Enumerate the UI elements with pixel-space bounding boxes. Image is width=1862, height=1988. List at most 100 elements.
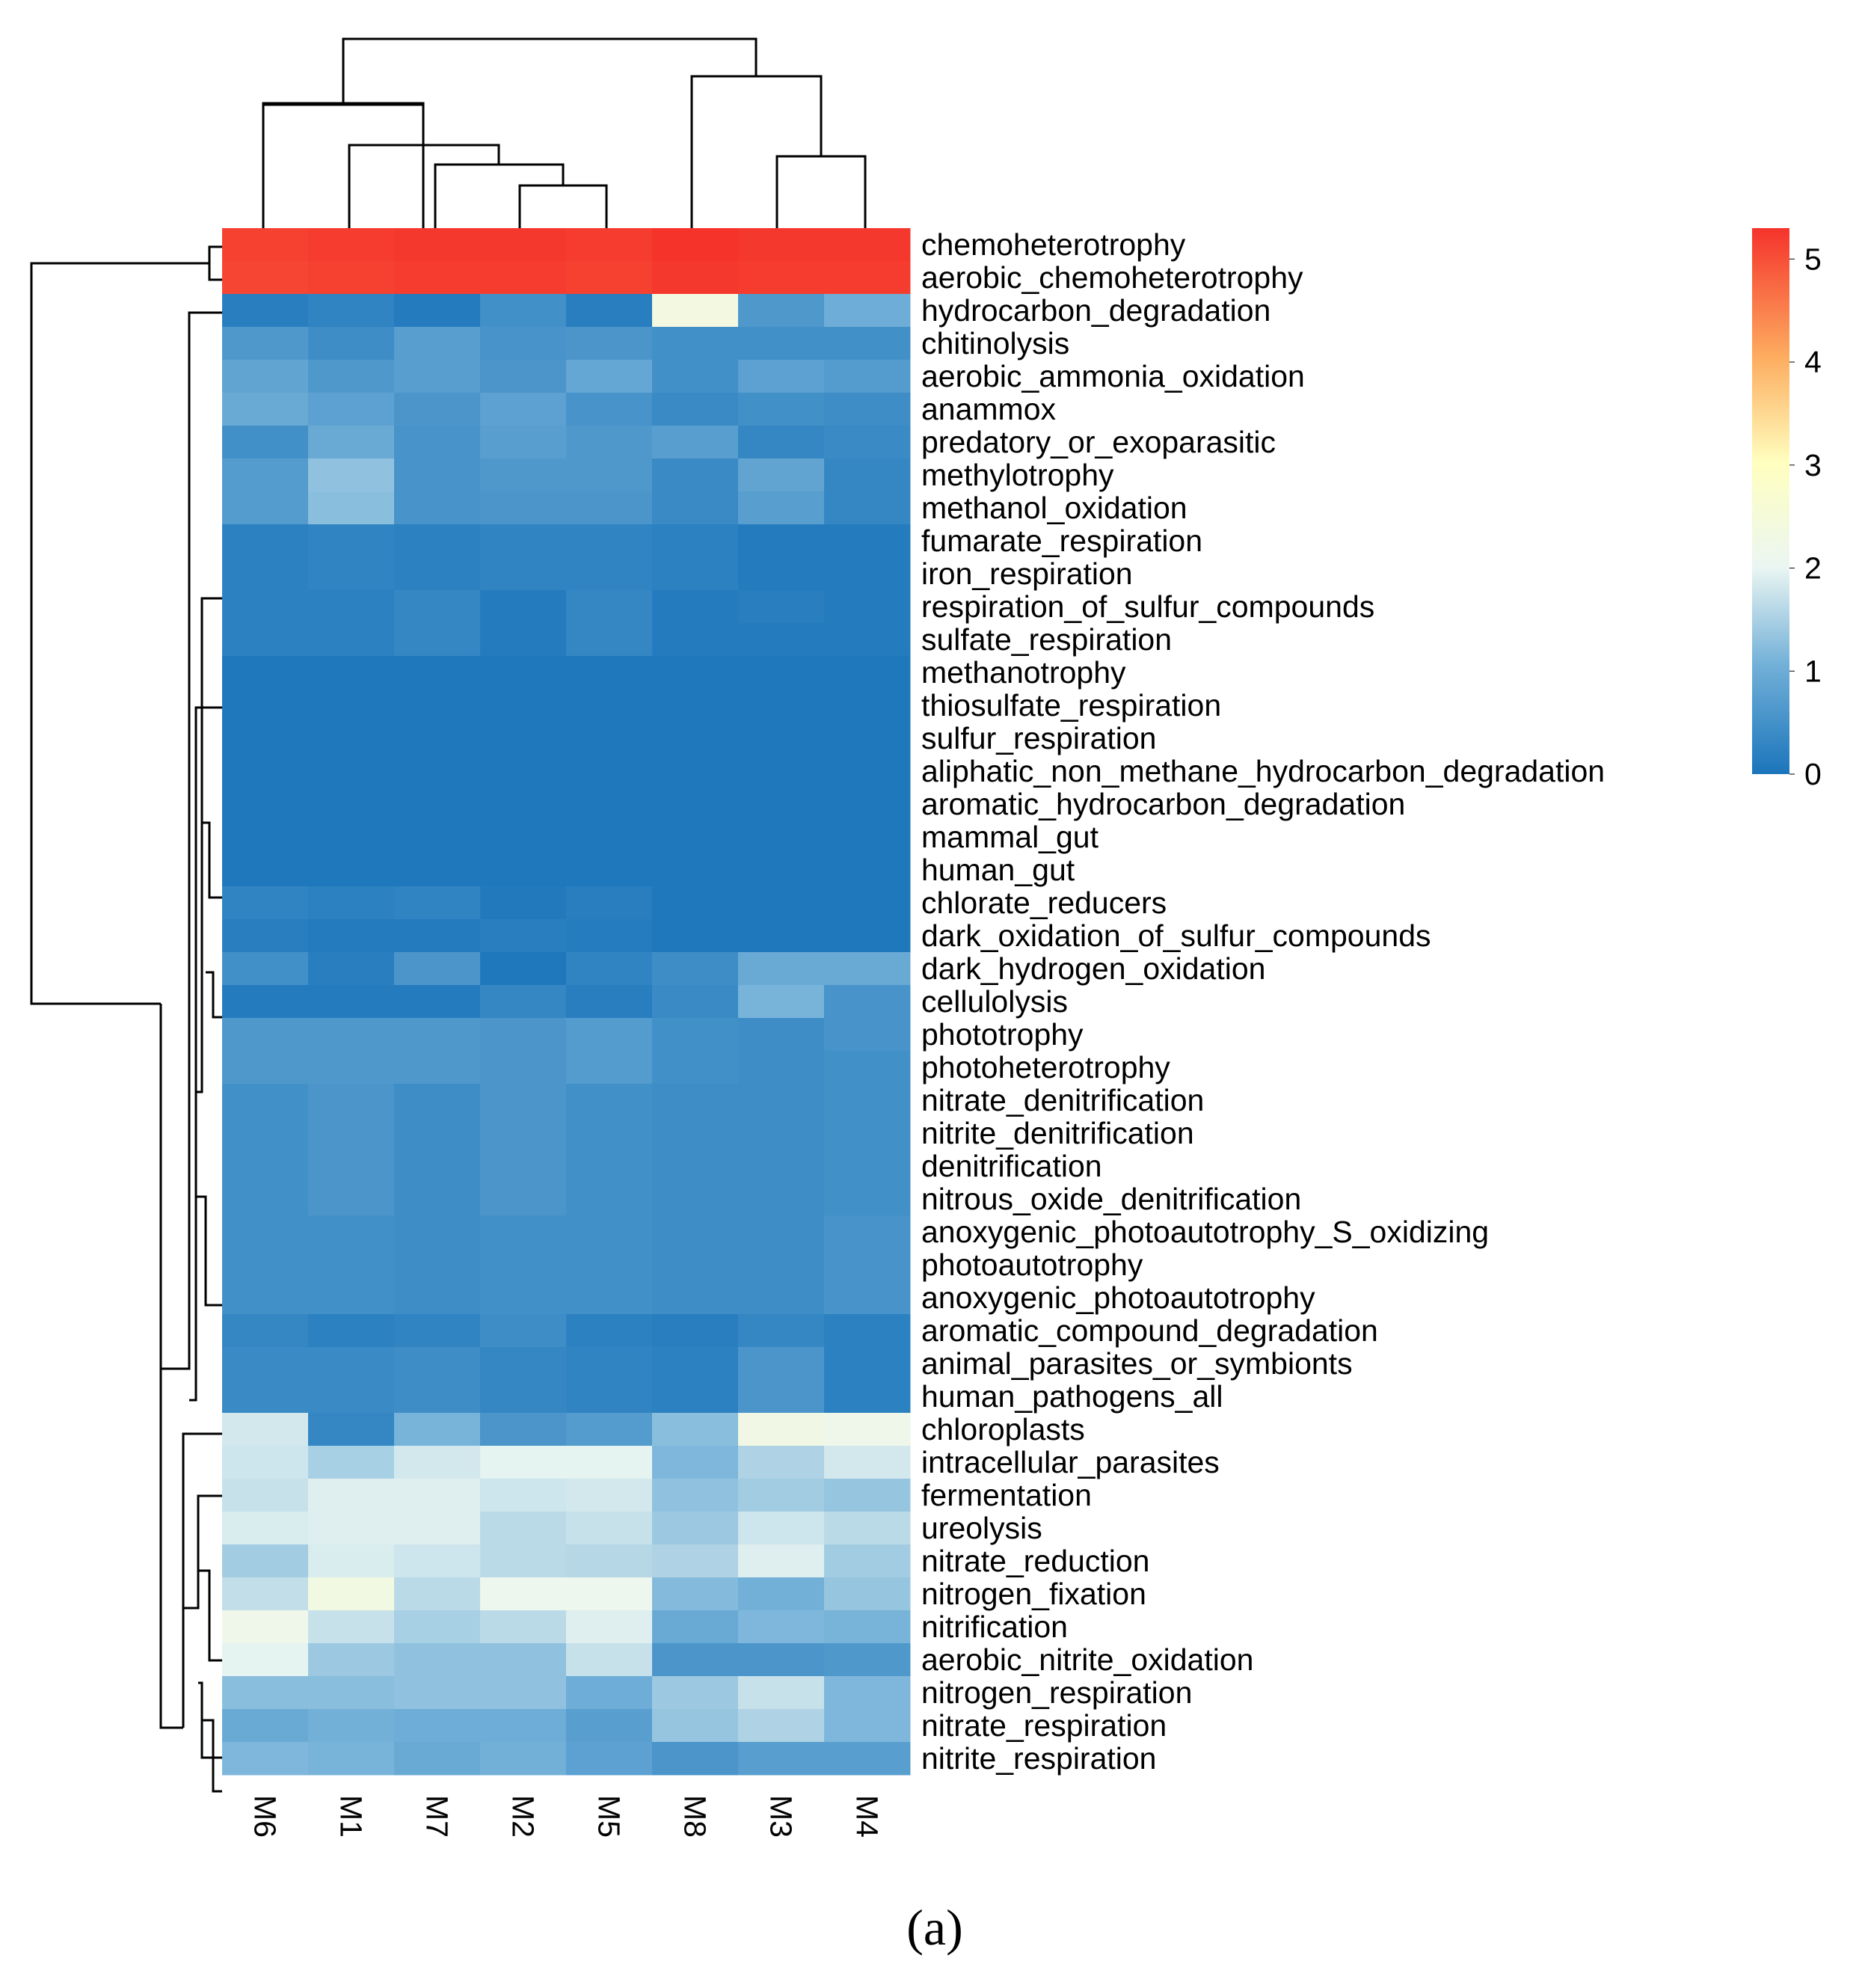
- heatmap-cell: [566, 1544, 653, 1578]
- heatmap-cell: [652, 1248, 739, 1282]
- row-label: chemoheterotrophy: [921, 227, 1186, 262]
- heatmap-cell: [394, 228, 481, 262]
- heatmap-cell: [308, 820, 395, 854]
- heatmap-cell: [394, 1479, 481, 1512]
- heatmap-cell: [222, 1413, 309, 1446]
- heatmap-cell: [738, 1051, 825, 1084]
- row-label: methanol_oxidation: [921, 491, 1187, 525]
- heatmap-cell: [824, 1446, 911, 1479]
- row-label: aliphatic_non_methane_hydrocarbon_degrad…: [921, 754, 1605, 788]
- row-label: dark_hydrogen_oxidation: [921, 951, 1265, 986]
- heatmap-cell: [222, 1018, 309, 1052]
- heatmap-cell: [480, 1314, 567, 1348]
- heatmap-cell: [824, 590, 911, 624]
- heatmap-cell: [738, 294, 825, 328]
- heatmap-cell: [824, 755, 911, 788]
- colorbar-tick-label: 1: [1804, 654, 1822, 688]
- heatmap-cell: [394, 1347, 481, 1381]
- heatmap-cell: [566, 1446, 653, 1479]
- heatmap-cell: [824, 1709, 911, 1743]
- row-label: denitrification: [921, 1149, 1102, 1183]
- heatmap-cell: [308, 360, 395, 393]
- row-label: nitrogen_fixation: [921, 1577, 1146, 1611]
- heatmap-cell: [566, 853, 653, 887]
- heatmap-cell: [652, 1051, 739, 1084]
- heatmap-cell: [480, 557, 567, 591]
- heatmap-cell: [738, 919, 825, 953]
- heatmap-cell: [222, 1281, 309, 1315]
- heatmap-cell: [738, 820, 825, 854]
- heatmap-cell: [652, 1314, 739, 1348]
- heatmap-cell: [824, 1742, 911, 1776]
- heatmap-cell: [308, 656, 395, 690]
- heatmap-cell: [480, 722, 567, 755]
- heatmap-cell: [222, 1676, 309, 1710]
- heatmap-cell: [824, 1643, 911, 1677]
- heatmap-cell: [652, 1742, 739, 1776]
- heatmap-cell: [222, 590, 309, 624]
- heatmap-cell: [480, 886, 567, 920]
- row-label: anammox: [921, 392, 1057, 426]
- heatmap-cell: [308, 1676, 395, 1710]
- heatmap-cell: [566, 1577, 653, 1611]
- heatmap-cell: [652, 952, 739, 986]
- heatmap-cell: [566, 1051, 653, 1084]
- heatmap-cell: [738, 524, 825, 558]
- heatmap-cell: [652, 1577, 739, 1611]
- heatmap-cell: [222, 261, 309, 295]
- heatmap-cell: [652, 1544, 739, 1578]
- heatmap-cell: [652, 426, 739, 459]
- heatmap-cell: [308, 1150, 395, 1183]
- row-label: nitrous_oxide_denitrification: [921, 1182, 1301, 1216]
- heatmap-cell: [824, 458, 911, 492]
- heatmap-cell: [222, 1084, 309, 1117]
- heatmap-cell: [652, 1215, 739, 1249]
- heatmap-cell: [394, 261, 481, 295]
- heatmap-cell: [394, 656, 481, 690]
- heatmap-cell: [222, 820, 309, 854]
- heatmap-cell: [566, 1512, 653, 1545]
- heatmap-cell: [308, 426, 395, 459]
- heatmap-cell: [480, 1248, 567, 1282]
- row-label: fumarate_respiration: [921, 524, 1202, 558]
- row-label: chloroplasts: [921, 1412, 1085, 1446]
- heatmap-cell: [222, 1347, 309, 1381]
- row-label: hydrocarbon_degradation: [921, 293, 1270, 328]
- heatmap-cell: [222, 1117, 309, 1150]
- heatmap-cell: [394, 788, 481, 821]
- heatmap-cell: [394, 327, 481, 361]
- heatmap-cell: [652, 590, 739, 624]
- heatmap-cell: [824, 1380, 911, 1414]
- heatmap-cell: [308, 228, 395, 262]
- heatmap-cell: [308, 1709, 395, 1743]
- row-label: nitrite_denitrification: [921, 1116, 1194, 1150]
- heatmap-cell: [222, 853, 309, 887]
- heatmap-cell: [566, 1248, 653, 1282]
- heatmap-cell: [738, 1215, 825, 1249]
- heatmap-cell: [308, 557, 395, 591]
- heatmap-cell: [480, 1479, 567, 1512]
- heatmap-cell: [738, 228, 825, 262]
- heatmap-cell: [824, 524, 911, 558]
- heatmap-cell: [394, 886, 481, 920]
- heatmap-cell: [738, 1643, 825, 1677]
- heatmap-cell: [480, 755, 567, 788]
- heatmap-cell: [566, 1413, 653, 1446]
- heatmap-cell: [308, 985, 395, 1019]
- heatmap-cell: [480, 524, 567, 558]
- heatmap-cell: [394, 755, 481, 788]
- heatmap-cell: [824, 426, 911, 459]
- column-label: M2: [506, 1795, 541, 1838]
- row-label: sulfate_respiration: [921, 622, 1172, 657]
- heatmap-cell: [738, 1479, 825, 1512]
- heatmap-cell: [394, 952, 481, 986]
- heatmap-cell: [308, 1314, 395, 1348]
- heatmap-cell: [308, 393, 395, 426]
- row-label: aromatic_hydrocarbon_degradation: [921, 787, 1405, 821]
- heatmap-cell: [738, 1544, 825, 1578]
- heatmap-cell: [652, 524, 739, 558]
- heatmap-cell: [738, 1182, 825, 1216]
- heatmap-cell: [308, 623, 395, 657]
- column-label: M8: [678, 1795, 713, 1838]
- heatmap-cell: [566, 1610, 653, 1644]
